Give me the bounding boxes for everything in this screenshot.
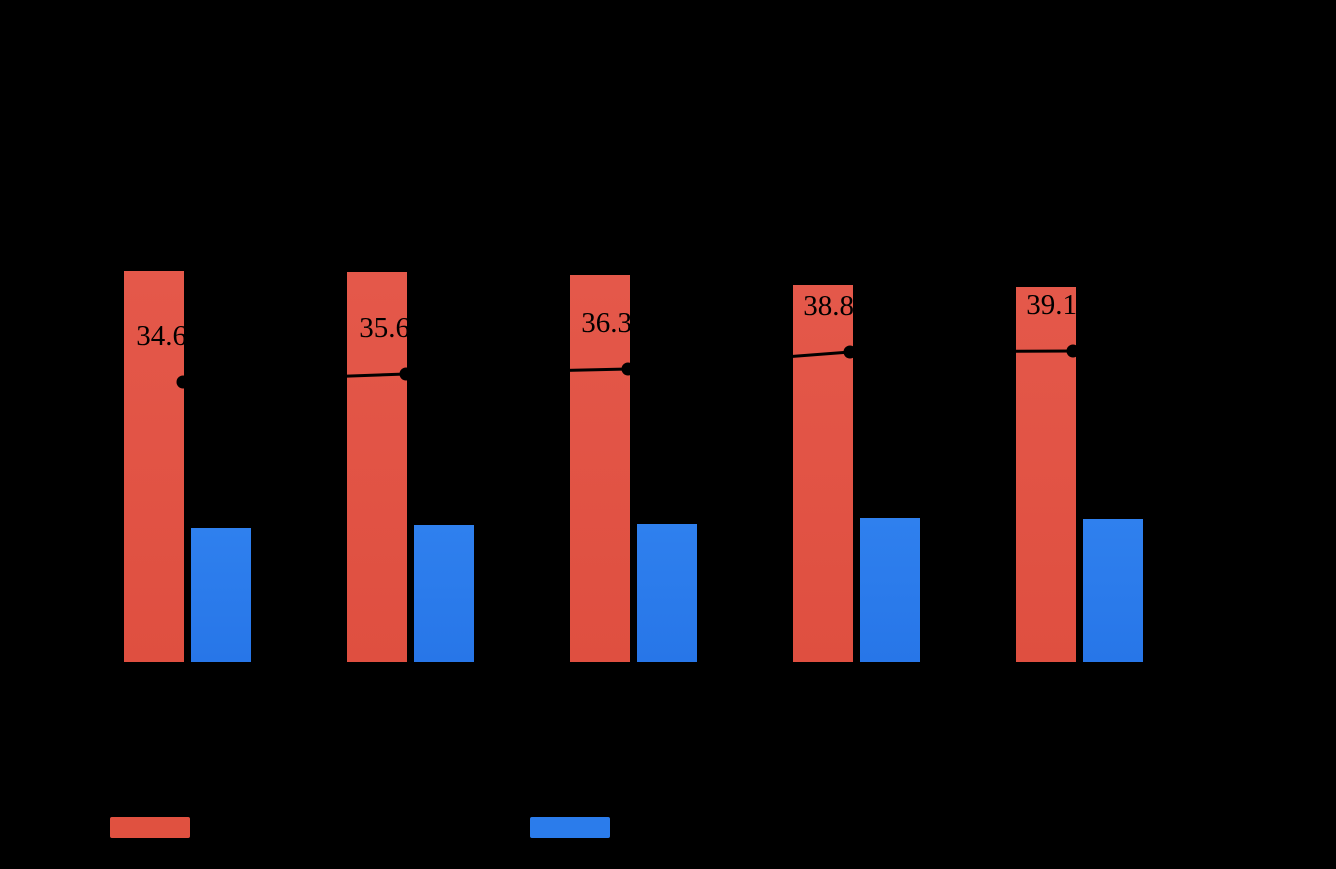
blue-bar [860, 518, 920, 662]
red-bar [124, 271, 184, 662]
legend-swatch-blue [530, 817, 610, 838]
red-bar [1016, 287, 1076, 662]
blue-bar [1083, 519, 1143, 662]
data-label: 35.6 [359, 312, 410, 344]
data-label: 38.8 [803, 290, 854, 322]
legend-swatch-red [110, 817, 190, 838]
blue-bar [414, 525, 474, 662]
data-label: 34.6 [136, 320, 187, 352]
red-bar [793, 285, 853, 662]
blue-bar [191, 528, 251, 662]
data-label: 36.3 [581, 307, 632, 339]
blue-bar [637, 524, 697, 662]
data-label: 39.1 [1026, 289, 1077, 321]
red-bar [570, 275, 630, 662]
red-bar [347, 272, 407, 662]
